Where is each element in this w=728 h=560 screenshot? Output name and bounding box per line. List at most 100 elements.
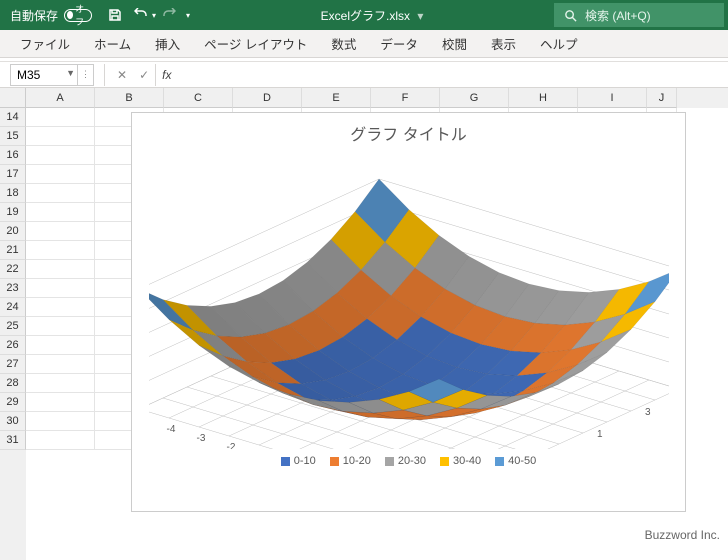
cell[interactable]: [26, 203, 95, 222]
row-header[interactable]: 19: [0, 203, 26, 222]
cell[interactable]: [26, 241, 95, 260]
redo-icon[interactable]: [158, 4, 180, 26]
svg-text:-4: -4: [166, 424, 175, 435]
row-header[interactable]: 25: [0, 317, 26, 336]
cell[interactable]: [26, 184, 95, 203]
column-header[interactable]: D: [233, 88, 302, 108]
tab-home[interactable]: ホーム: [82, 30, 143, 57]
legend-label: 40-50: [508, 455, 536, 467]
cell[interactable]: [26, 355, 95, 374]
formula-bar: M35 ▼ ⋮ ✕ ✓ fx: [0, 62, 728, 88]
legend-label: 10-20: [343, 455, 371, 467]
autosave-toggle[interactable]: オフ: [64, 9, 92, 22]
extend-handle-icon[interactable]: ⋮: [78, 64, 94, 86]
svg-text:1: 1: [597, 429, 603, 440]
legend-swatch: [440, 457, 449, 466]
chart-legend: 0-10 10-20 20-30 30-40 40-50: [132, 449, 685, 469]
column-header[interactable]: A: [26, 88, 95, 108]
name-box[interactable]: M35 ▼: [10, 64, 78, 86]
cell[interactable]: [26, 298, 95, 317]
legend-item: 10-20: [330, 455, 371, 467]
cell[interactable]: [26, 317, 95, 336]
cell[interactable]: [26, 374, 95, 393]
legend-label: 0-10: [294, 455, 316, 467]
tab-data[interactable]: データ: [368, 30, 430, 57]
row-header[interactable]: 17: [0, 165, 26, 184]
filename: Excelグラフ.xlsx: [321, 9, 410, 23]
cell[interactable]: [26, 127, 95, 146]
row-header[interactable]: 22: [0, 260, 26, 279]
select-all-corner[interactable]: [0, 88, 26, 108]
svg-text:3: 3: [645, 407, 651, 418]
legend-item: 40-50: [495, 455, 536, 467]
row-header[interactable]: 18: [0, 184, 26, 203]
undo-icon[interactable]: [130, 4, 152, 26]
row-header[interactable]: 23: [0, 279, 26, 298]
cell[interactable]: [26, 393, 95, 412]
legend-item: 0-10: [281, 455, 316, 467]
column-header[interactable]: I: [578, 88, 647, 108]
search-placeholder: 検索 (Alt+Q): [585, 7, 651, 24]
row-header[interactable]: 31: [0, 431, 26, 450]
tab-view[interactable]: 表示: [479, 30, 528, 57]
svg-text:-2: -2: [226, 442, 235, 449]
legend-label: 20-30: [398, 455, 426, 467]
cell[interactable]: [26, 260, 95, 279]
legend-swatch: [495, 457, 504, 466]
column-headers: ABCDEFGHIJ: [26, 88, 728, 108]
legend-item: 30-40: [440, 455, 481, 467]
tab-pagelayout[interactable]: ページ レイアウト: [192, 30, 319, 57]
ribbon: ファイル ホーム 挿入 ページ レイアウト 数式 データ 校閲 表示 ヘルプ: [0, 30, 728, 58]
namebox-dropdown-icon[interactable]: ▼: [66, 68, 75, 78]
formula-input[interactable]: [175, 64, 728, 86]
column-header[interactable]: G: [440, 88, 509, 108]
cell[interactable]: [26, 108, 95, 127]
row-header[interactable]: 20: [0, 222, 26, 241]
filename-dropdown-icon[interactable]: ▾: [417, 9, 423, 23]
row-header[interactable]: 14: [0, 108, 26, 127]
row-header[interactable]: 21: [0, 241, 26, 260]
row-header[interactable]: 15: [0, 127, 26, 146]
tab-insert[interactable]: 挿入: [143, 30, 192, 57]
titlebar: 自動保存 オフ ▾ ▾ Excelグラフ.xlsx ▾ 検索 (Alt+Q): [0, 0, 728, 30]
tab-review[interactable]: 校閲: [430, 30, 479, 57]
save-icon[interactable]: [104, 4, 126, 26]
row-header[interactable]: 28: [0, 374, 26, 393]
column-header[interactable]: F: [371, 88, 440, 108]
legend-item: 20-30: [385, 455, 426, 467]
cell[interactable]: [26, 279, 95, 298]
column-header[interactable]: H: [509, 88, 578, 108]
cell[interactable]: [26, 336, 95, 355]
cell[interactable]: [26, 146, 95, 165]
column-header[interactable]: C: [164, 88, 233, 108]
enter-icon[interactable]: ✓: [133, 68, 155, 82]
cell[interactable]: [26, 431, 95, 450]
autosave-label: 自動保存: [10, 7, 58, 24]
search-icon: [564, 9, 577, 22]
search-box[interactable]: 検索 (Alt+Q): [554, 3, 724, 27]
row-header[interactable]: 30: [0, 412, 26, 431]
autosave-control[interactable]: 自動保存 オフ: [0, 7, 102, 24]
chart-container[interactable]: グラフ タイトル 01020304050-5-4-3-2-1012345-5-3…: [131, 112, 686, 512]
tab-file[interactable]: ファイル: [8, 30, 82, 57]
column-header[interactable]: E: [302, 88, 371, 108]
fx-icon[interactable]: fx: [155, 64, 175, 86]
cancel-icon[interactable]: ✕: [111, 68, 133, 82]
row-header[interactable]: 29: [0, 393, 26, 412]
row-header[interactable]: 24: [0, 298, 26, 317]
tab-formulas[interactable]: 数式: [319, 30, 368, 57]
namebox-value: M35: [17, 68, 40, 82]
column-header[interactable]: J: [647, 88, 677, 108]
autosave-dot: [67, 11, 73, 19]
cell[interactable]: [26, 222, 95, 241]
row-header[interactable]: 27: [0, 355, 26, 374]
surface-chart: 01020304050-5-4-3-2-1012345-5-3-1135: [149, 149, 669, 449]
tab-help[interactable]: ヘルプ: [528, 30, 590, 57]
legend-swatch: [330, 457, 339, 466]
row-header[interactable]: 16: [0, 146, 26, 165]
column-header[interactable]: B: [95, 88, 164, 108]
worksheet: 141516171819202122232425262728293031 ABC…: [0, 88, 728, 560]
cell[interactable]: [26, 165, 95, 184]
row-header[interactable]: 26: [0, 336, 26, 355]
cell[interactable]: [26, 412, 95, 431]
